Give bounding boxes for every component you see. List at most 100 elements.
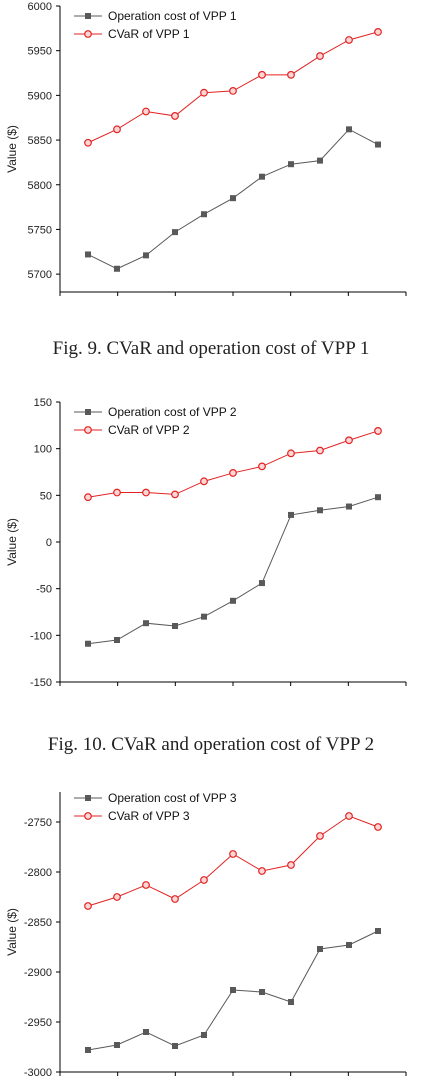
series-line-1 <box>87 496 379 645</box>
data-point-square <box>317 507 323 514</box>
data-point-square <box>288 999 294 1005</box>
y-tick-label: 150 <box>34 397 52 409</box>
y-tick-label: -2900 <box>24 967 52 979</box>
data-point-square <box>346 503 352 510</box>
data-point-square <box>259 173 265 180</box>
y-tick-label: 6000 <box>28 1 52 13</box>
y-tick-label: -2950 <box>24 1017 52 1029</box>
y-axis-label: Value ($) <box>5 125 19 173</box>
data-point-square <box>201 613 207 620</box>
data-point-circle <box>171 490 179 499</box>
chart-vpp3: -3000 -2950 -2900 -2850 -2800 -2750 Value ($) O… <box>5 791 407 1079</box>
data-point-circle <box>258 462 266 471</box>
legend-marker-circle <box>84 812 92 820</box>
data-point-circle <box>84 138 92 147</box>
y-tick-label: 100 <box>34 444 52 456</box>
y-axis-label: Value ($) <box>5 518 19 566</box>
data-point-circle <box>316 832 324 840</box>
data-point-square <box>230 597 236 604</box>
data-point-circle <box>258 867 266 875</box>
data-point-square <box>85 251 91 258</box>
data-point-square <box>375 928 381 934</box>
data-point-square <box>114 265 120 272</box>
data-point-square <box>346 126 352 133</box>
chart-panel-vpp2: -150 -100 -50 0 50 100 150 Value ($) Operation c… <box>0 390 422 700</box>
data-point-circle <box>171 895 179 903</box>
data-point-square <box>259 580 265 587</box>
data-point-circle <box>287 449 295 458</box>
data-point-square <box>114 637 120 643</box>
data-point-circle <box>287 861 295 869</box>
series-line-2 <box>87 430 379 498</box>
data-point-circle <box>142 881 150 889</box>
data-point-circle <box>200 88 208 97</box>
data-point-square <box>375 494 381 501</box>
legend-label: Operation cost of VPP 3 <box>108 791 237 805</box>
data-point-circle <box>142 488 150 497</box>
data-point-circle <box>374 28 382 36</box>
data-point-circle <box>229 469 237 477</box>
data-point-circle <box>374 823 382 831</box>
data-point-circle <box>374 427 382 435</box>
legend-marker-square <box>85 13 91 19</box>
series-line-2 <box>87 815 379 907</box>
y-tick-label: 5800 <box>28 180 52 192</box>
y-tick-label: -100 <box>30 630 52 642</box>
y-tick-label: -3000 <box>24 1067 52 1079</box>
y-tick-label: -150 <box>30 677 52 689</box>
data-point-circle <box>345 436 353 445</box>
y-tick-label: 50 <box>40 490 52 502</box>
data-point-square <box>259 989 265 995</box>
legend-label: Operation cost of VPP 1 <box>108 9 237 23</box>
y-tick-label: 0 <box>46 537 52 549</box>
data-point-circle <box>287 70 295 79</box>
data-point-square <box>375 141 381 148</box>
data-point-circle <box>84 902 92 910</box>
y-tick-label: 5750 <box>28 224 52 236</box>
data-point-circle <box>316 446 324 455</box>
data-point-circle <box>113 893 121 901</box>
data-point-square <box>288 511 294 518</box>
data-point-circle <box>345 36 353 44</box>
y-tick-label: 5700 <box>28 269 52 281</box>
data-point-circle <box>113 125 121 134</box>
data-point-circle <box>113 488 121 497</box>
data-point-square <box>85 1047 91 1053</box>
legend-marker-circle <box>84 426 92 434</box>
chart-vpp1: 5700 5750 5800 5850 5900 5950 6000 Value ($) Ope… <box>5 1 407 296</box>
data-point-square <box>143 620 149 627</box>
data-point-square <box>172 623 178 629</box>
y-tick-label: -50 <box>36 584 52 596</box>
data-point-circle <box>316 52 324 60</box>
data-point-circle <box>200 876 208 884</box>
data-point-square <box>230 987 236 993</box>
data-point-square <box>143 1029 149 1035</box>
data-point-square <box>114 1042 120 1048</box>
legend-label: CVaR of VPP 3 <box>108 809 190 823</box>
legend-label: Operation cost of VPP 2 <box>108 405 237 419</box>
legend-label: CVaR of VPP 1 <box>108 27 190 41</box>
data-point-circle <box>84 493 92 502</box>
y-tick-label: 5900 <box>28 90 52 102</box>
data-point-circle <box>345 812 353 820</box>
data-point-square <box>346 942 352 948</box>
data-point-square <box>172 229 178 236</box>
y-axis-label: Value ($) <box>5 908 19 956</box>
data-point-square <box>201 211 207 218</box>
chart-panel-vpp1: 5700 5750 5800 5850 5900 5950 6000 Value ($) Ope… <box>0 0 422 305</box>
y-tick-label: -2800 <box>24 867 52 879</box>
chart-vpp2: -150 -100 -50 0 50 100 150 Value ($) Operation c… <box>5 397 407 689</box>
caption-fig9: Fig. 9. CVaR and operation cost of VPP 1 <box>52 338 370 359</box>
data-point-square <box>230 195 236 202</box>
y-tick-label: 5850 <box>28 135 52 147</box>
data-point-circle <box>229 850 237 858</box>
data-point-circle <box>229 87 237 95</box>
legend-marker-square <box>85 795 91 801</box>
legend-marker-circle <box>84 30 92 38</box>
data-point-circle <box>171 112 179 120</box>
data-point-square <box>172 1043 178 1049</box>
caption-fig10: Fig. 10. CVaR and operation cost of VPP … <box>47 734 375 755</box>
y-tick-label: -2850 <box>24 917 52 929</box>
y-tick-label: -2750 <box>24 817 52 829</box>
legend-marker-square <box>85 409 91 415</box>
